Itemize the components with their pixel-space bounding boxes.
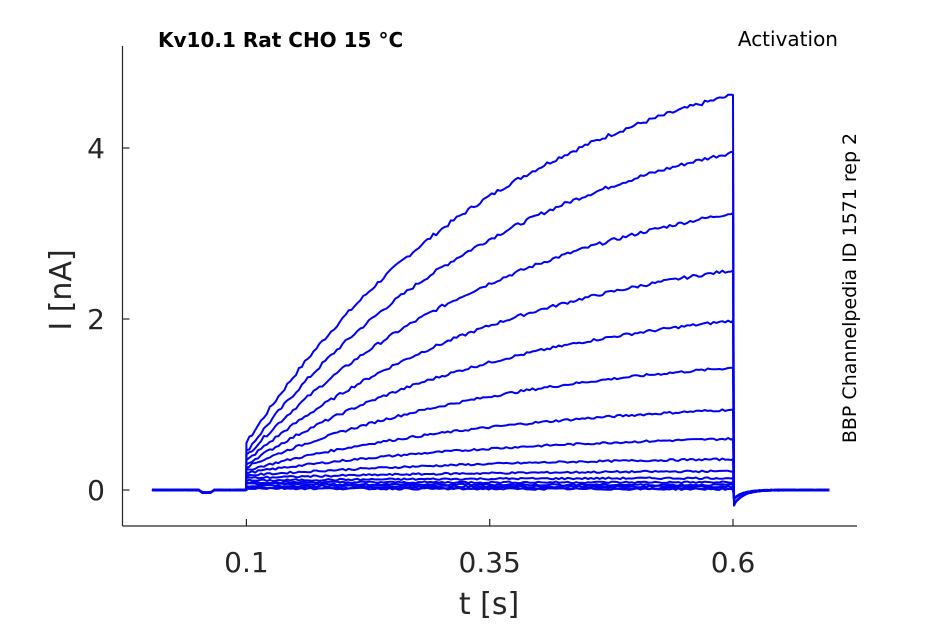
current-trace: [151, 480, 830, 501]
current-trace: [151, 319, 830, 507]
current-trace: [151, 486, 830, 501]
current-trace: [151, 476, 830, 501]
y-tick-label: 4: [87, 132, 105, 165]
x-tick-label: 0.35: [459, 546, 521, 579]
y-tick-label: 2: [87, 303, 105, 336]
y-axis-label: I [nA]: [44, 249, 79, 330]
x-ticks: 0.1 0.35 0.6: [224, 519, 755, 579]
x-tick-label: 0.1: [224, 546, 269, 579]
y-tick-label: 0: [87, 474, 105, 507]
current-trace: [151, 366, 830, 507]
source-label: BBP Channelpedia ID 1571 rep 2: [839, 133, 861, 443]
current-trace: [151, 93, 830, 507]
current-trace: [151, 469, 830, 501]
current-trace: [151, 483, 830, 501]
current-trace: [152, 437, 830, 501]
current-trace: [152, 212, 830, 507]
x-axis-label: t [s]: [459, 587, 519, 622]
current-trace: [151, 408, 830, 501]
current-trace: [151, 482, 830, 501]
protocol-label: Activation: [738, 27, 838, 51]
current-trace: [151, 457, 830, 501]
x-tick-label: 0.6: [711, 546, 756, 579]
chart-title: Kv10.1 Rat CHO 15 °C: [158, 28, 403, 52]
current-trace: [151, 150, 830, 507]
y-ticks: 0 2 4: [87, 132, 130, 507]
current-traces: [151, 93, 830, 507]
current-trace: [152, 269, 830, 507]
